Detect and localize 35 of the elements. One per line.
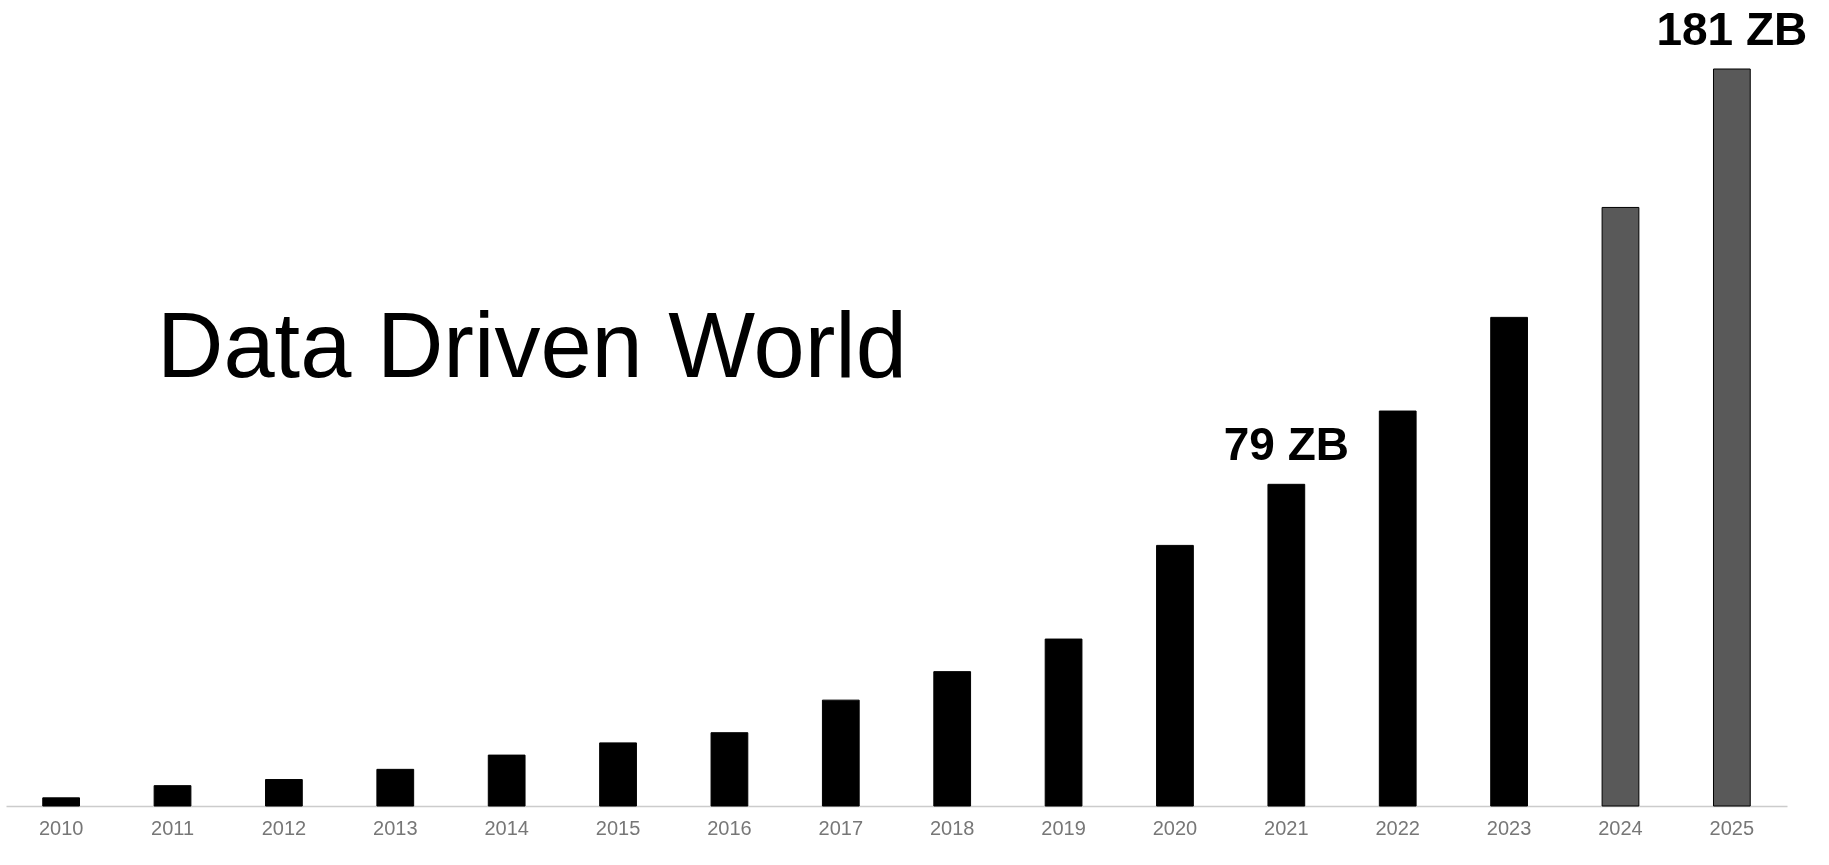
data-label: 181 ZB — [1656, 3, 1808, 55]
x-tick-label: 2020 — [1152, 816, 1198, 839]
bar — [376, 768, 415, 807]
bar — [1712, 68, 1751, 807]
bar — [821, 699, 860, 807]
bar — [599, 742, 637, 807]
x-tick-label: 2022 — [1375, 816, 1420, 839]
x-tick-label: 2015 — [595, 816, 641, 839]
bar — [1267, 483, 1306, 807]
bar — [710, 732, 749, 807]
x-tick-label: 2019 — [1041, 816, 1086, 839]
bar — [153, 785, 192, 807]
data-label: 79 ZB — [1223, 418, 1349, 471]
bar — [42, 797, 81, 807]
bar — [1044, 638, 1083, 807]
x-tick-label: 2014 — [484, 816, 529, 839]
x-tick-label: 2024 — [1598, 816, 1643, 839]
x-tick-label: 2023 — [1486, 816, 1532, 839]
x-tick-label: 2018 — [929, 816, 975, 839]
bar — [1601, 206, 1640, 807]
bar — [1378, 410, 1417, 807]
bar — [1490, 316, 1528, 807]
x-tick-label: 2012 — [261, 816, 307, 839]
x-tick-label: 2016 — [707, 816, 752, 839]
x-tick-label: 2013 — [373, 816, 418, 839]
x-tick-label: 2021 — [1264, 816, 1309, 839]
bar — [933, 671, 972, 807]
bar — [487, 754, 526, 807]
x-tick-label: 2025 — [1709, 816, 1755, 839]
x-tick-label: 2010 — [38, 816, 84, 839]
bar — [1156, 544, 1194, 807]
x-tick-label: 2011 — [151, 816, 195, 839]
bar — [265, 779, 303, 807]
text: Data Driven World — [157, 294, 907, 396]
x-tick-label: 2017 — [818, 816, 864, 839]
